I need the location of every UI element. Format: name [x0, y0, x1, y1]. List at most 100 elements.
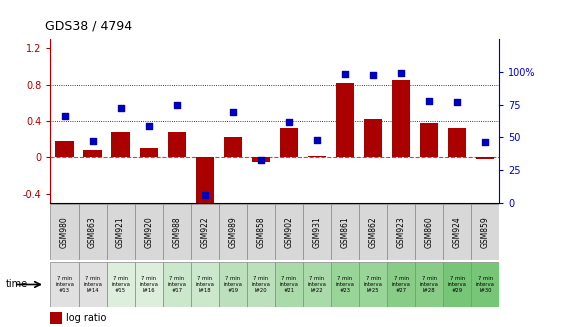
- Text: GSM860: GSM860: [425, 216, 434, 248]
- Bar: [303, 262, 331, 307]
- Bar: [476, 157, 494, 159]
- Bar: [107, 262, 135, 307]
- Bar: [50, 312, 62, 324]
- Text: 7 min
interva
#29: 7 min interva #29: [448, 276, 467, 293]
- Text: 7 min
interva
l#14: 7 min interva l#14: [83, 276, 102, 293]
- Text: GSM931: GSM931: [312, 216, 321, 248]
- Bar: [308, 156, 326, 157]
- Point: [228, 110, 237, 115]
- Text: 7 min
interva
#21: 7 min interva #21: [279, 276, 298, 293]
- Bar: [84, 150, 102, 157]
- Text: GSM922: GSM922: [200, 216, 209, 248]
- Point: [369, 73, 378, 78]
- Bar: [387, 262, 415, 307]
- Bar: [224, 137, 242, 157]
- Point: [453, 100, 462, 105]
- Point: [397, 70, 406, 76]
- Bar: [50, 262, 79, 307]
- Bar: [387, 204, 415, 260]
- Bar: [336, 83, 354, 157]
- Text: GSM902: GSM902: [284, 216, 293, 248]
- Bar: [448, 128, 466, 157]
- Point: [425, 99, 434, 104]
- Text: GSM862: GSM862: [369, 216, 378, 248]
- Bar: [135, 204, 163, 260]
- Bar: [471, 204, 499, 260]
- Bar: [219, 262, 247, 307]
- Text: 7 min
interva
l#18: 7 min interva l#18: [195, 276, 214, 293]
- Bar: [247, 262, 275, 307]
- Text: 7 min
interva
l#28: 7 min interva l#28: [420, 276, 439, 293]
- Bar: [247, 204, 275, 260]
- Text: 7 min
interva
#17: 7 min interva #17: [167, 276, 186, 293]
- Text: GDS38 / 4794: GDS38 / 4794: [45, 20, 132, 33]
- Text: GSM859: GSM859: [481, 216, 490, 248]
- Bar: [331, 204, 359, 260]
- Bar: [275, 204, 303, 260]
- Text: 7 min
interva
#27: 7 min interva #27: [392, 276, 411, 293]
- Text: log ratio: log ratio: [66, 313, 107, 323]
- Text: 7 min
interva
l#16: 7 min interva l#16: [139, 276, 158, 293]
- Bar: [191, 262, 219, 307]
- Text: 7 min
interva
#15: 7 min interva #15: [111, 276, 130, 293]
- Bar: [471, 262, 499, 307]
- Bar: [303, 204, 331, 260]
- Text: GSM988: GSM988: [172, 216, 181, 248]
- Bar: [196, 157, 214, 203]
- Text: GSM923: GSM923: [397, 216, 406, 248]
- Point: [312, 137, 321, 142]
- Bar: [112, 132, 130, 157]
- Bar: [415, 204, 443, 260]
- Text: GSM858: GSM858: [256, 216, 265, 248]
- Bar: [443, 204, 471, 260]
- Bar: [392, 80, 410, 157]
- Text: 7 min
interva
#23: 7 min interva #23: [335, 276, 355, 293]
- Bar: [359, 204, 387, 260]
- Text: GSM921: GSM921: [116, 216, 125, 248]
- Point: [341, 72, 350, 77]
- Text: GSM861: GSM861: [341, 216, 350, 248]
- Bar: [107, 204, 135, 260]
- Text: GSM980: GSM980: [60, 216, 69, 248]
- Point: [60, 113, 69, 118]
- Bar: [415, 262, 443, 307]
- Point: [200, 193, 209, 198]
- Point: [284, 119, 293, 125]
- Bar: [79, 204, 107, 260]
- Bar: [168, 132, 186, 157]
- Bar: [364, 119, 382, 157]
- Bar: [252, 157, 270, 162]
- Bar: [191, 204, 219, 260]
- Point: [88, 138, 97, 143]
- Point: [116, 105, 125, 111]
- Bar: [331, 262, 359, 307]
- Bar: [140, 148, 158, 157]
- Point: [172, 102, 181, 107]
- Text: GSM924: GSM924: [453, 216, 462, 248]
- Bar: [56, 141, 73, 157]
- Text: 7 min
interva
l#20: 7 min interva l#20: [251, 276, 270, 293]
- Text: 7 min
interva
#19: 7 min interva #19: [223, 276, 242, 293]
- Text: time: time: [6, 280, 28, 289]
- Text: 7 min
interva
l#30: 7 min interva l#30: [476, 276, 495, 293]
- Bar: [163, 262, 191, 307]
- Text: 7 min
interva
l#22: 7 min interva l#22: [307, 276, 327, 293]
- Bar: [420, 123, 438, 157]
- Point: [256, 158, 265, 163]
- Bar: [163, 204, 191, 260]
- Text: GSM989: GSM989: [228, 216, 237, 248]
- Bar: [135, 262, 163, 307]
- Bar: [50, 204, 79, 260]
- Bar: [443, 262, 471, 307]
- Point: [481, 139, 490, 144]
- Bar: [79, 262, 107, 307]
- Bar: [219, 204, 247, 260]
- Text: GSM863: GSM863: [88, 216, 97, 248]
- Point: [144, 124, 153, 129]
- Text: 7 min
interva
l#25: 7 min interva l#25: [364, 276, 383, 293]
- Bar: [275, 262, 303, 307]
- Text: GSM920: GSM920: [144, 216, 153, 248]
- Bar: [280, 128, 298, 157]
- Text: 7 min
interva
#13: 7 min interva #13: [55, 276, 74, 293]
- Bar: [359, 262, 387, 307]
